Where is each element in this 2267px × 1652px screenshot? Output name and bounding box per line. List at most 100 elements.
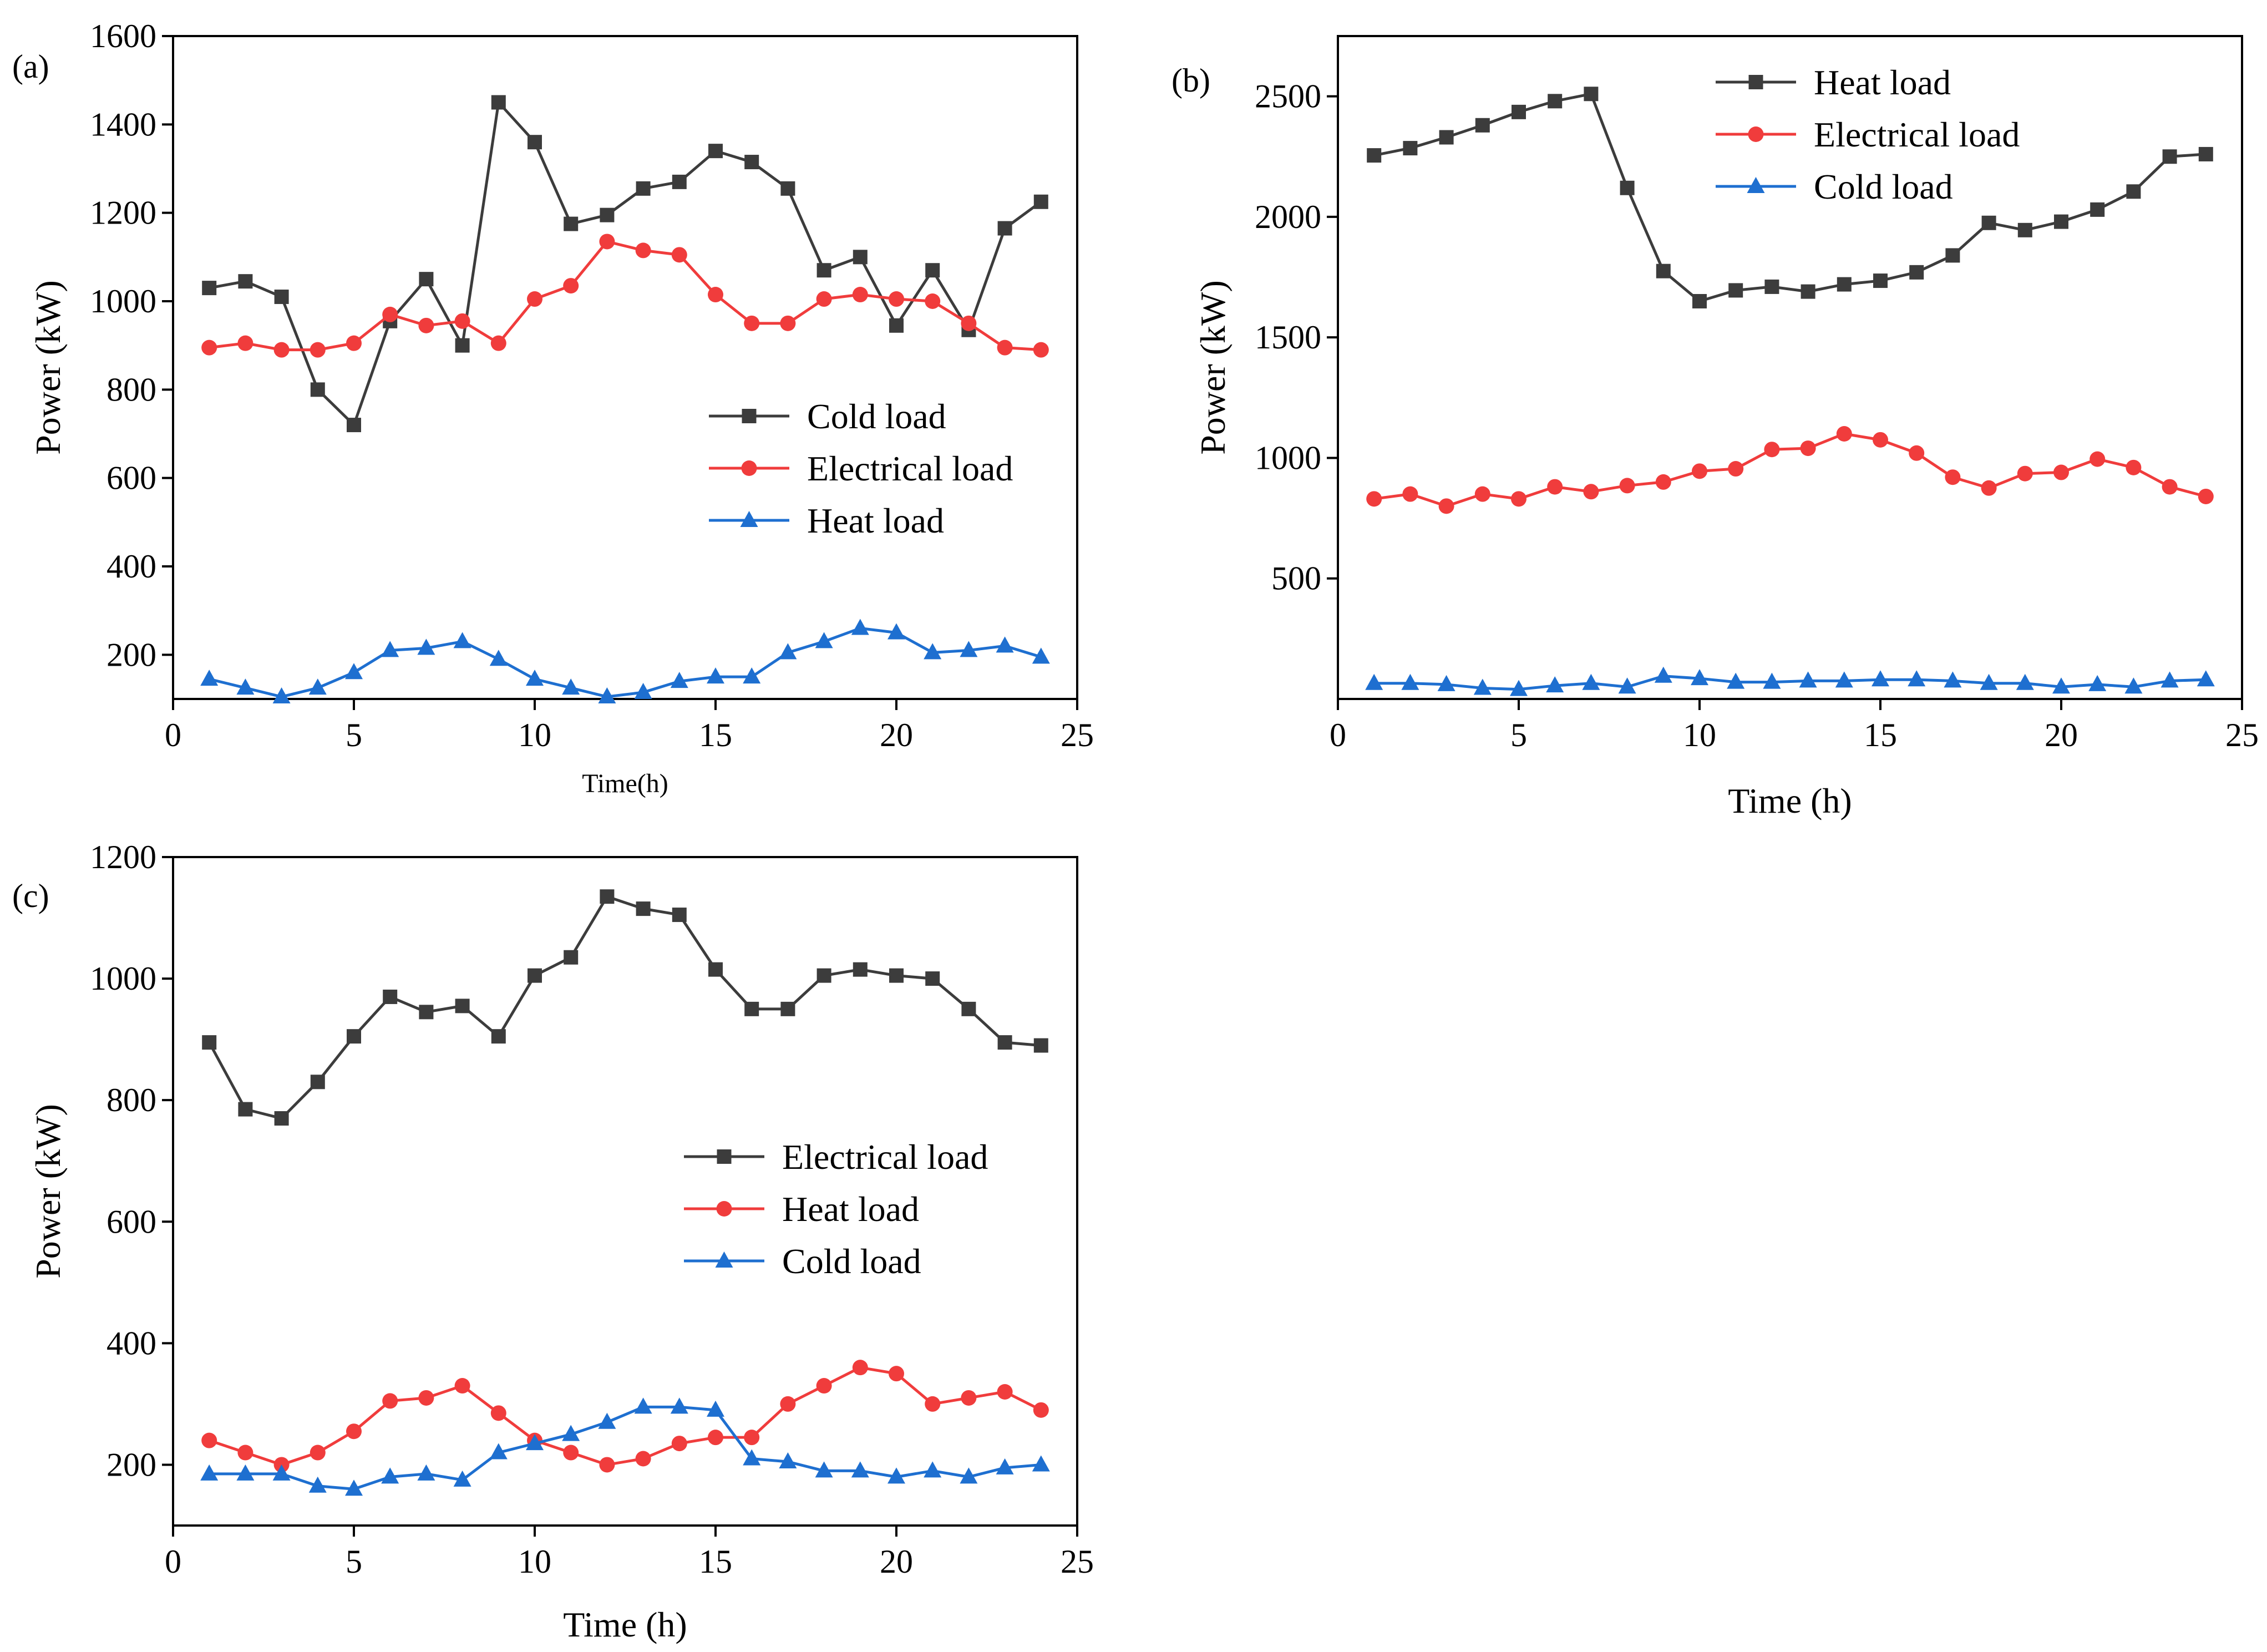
data-point (526, 1434, 544, 1451)
data-point (961, 315, 977, 331)
series-line (209, 627, 1042, 698)
data-point (925, 1396, 941, 1412)
data-point (454, 313, 470, 329)
data-point (455, 999, 470, 1014)
data-point (671, 247, 687, 263)
data-point (2053, 464, 2069, 480)
y-tick-label: 1000 (90, 283, 156, 320)
x-tick-label: 10 (518, 717, 551, 753)
data-point (564, 950, 579, 965)
data-point (2090, 451, 2106, 467)
series-line (1373, 432, 2207, 508)
data-point (1033, 1038, 1048, 1053)
data-point (490, 335, 506, 351)
series-cold-load (202, 95, 1048, 433)
data-point (1512, 104, 1526, 119)
data-point (2197, 670, 2215, 687)
data-point (1510, 680, 1528, 696)
legend-label: Electrical load (782, 1137, 988, 1177)
legend-marker (1747, 177, 1765, 193)
data-point (528, 968, 542, 983)
data-point (419, 272, 434, 287)
data-point (347, 418, 361, 433)
y-tick-label: 800 (106, 1082, 156, 1118)
data-point (2198, 146, 2213, 161)
legend-entry: Heat load (684, 1189, 919, 1229)
data-point (598, 1412, 616, 1429)
data-point (2124, 677, 2143, 694)
data-point (1438, 498, 1454, 514)
data-point (236, 1464, 255, 1481)
y-tick-label: 1200 (90, 839, 156, 875)
data-point (526, 670, 544, 686)
data-point (743, 667, 761, 684)
data-point (202, 281, 217, 296)
data-point (1437, 675, 1455, 691)
series-line (1373, 92, 2206, 303)
y-tick-label: 600 (106, 1203, 156, 1240)
data-point (419, 1005, 434, 1020)
series-electrical-load (1366, 426, 2214, 514)
data-point (1837, 277, 1852, 292)
legend-marker (740, 511, 758, 527)
data-point (236, 678, 255, 695)
data-point (2126, 184, 2141, 199)
panel-label: (a) (12, 48, 49, 85)
data-point (1475, 118, 1490, 133)
data-point (2126, 459, 2142, 475)
data-point (2090, 202, 2105, 217)
legend-label: Electrical load (1814, 115, 2020, 154)
legend-label: Electrical load (807, 449, 1013, 488)
data-point (200, 1464, 219, 1481)
chart-panel-3: 0 5 10 15 20 25 200 400 600 800 1000 1200 Time (h) Po… (12, 839, 1094, 1644)
data-point (527, 291, 542, 307)
data-point (671, 1436, 687, 1452)
legend-label: Cold load (782, 1241, 921, 1281)
legend-marker (742, 409, 757, 423)
data-point (382, 306, 398, 322)
data-point (635, 242, 651, 259)
legend-entry: Cold load (709, 397, 946, 436)
data-point (1583, 484, 1599, 500)
chart-panel-2: 0 5 10 15 20 25 500 1000 1500 2000 2500 Time (h) Pow… (1171, 35, 2259, 820)
data-point (779, 1452, 797, 1468)
data-point (780, 1001, 795, 1016)
data-point (672, 174, 687, 189)
data-point (708, 1430, 723, 1446)
data-point (1620, 180, 1635, 195)
data-point (1945, 469, 1961, 485)
x-axis-label: Time (h) (563, 1605, 687, 1644)
data-point (1473, 678, 1492, 695)
x-tick-label: 5 (346, 1543, 362, 1580)
data-point (851, 619, 869, 635)
data-point (1546, 676, 1564, 693)
data-point (1401, 673, 1419, 690)
data-point (1402, 486, 1418, 502)
legend-label: Heat load (807, 501, 944, 540)
data-point (889, 291, 904, 307)
data-point (1618, 677, 1636, 694)
data-point (1727, 672, 1745, 689)
x-tick-label: 20 (2045, 717, 2078, 753)
data-point (1801, 284, 1815, 299)
data-point (997, 339, 1013, 356)
x-tick-label: 10 (1683, 717, 1716, 753)
data-point (381, 641, 399, 657)
legend-marker (717, 1149, 732, 1164)
y-tick-label: 200 (106, 636, 156, 673)
data-point (528, 135, 542, 150)
data-point (2162, 479, 2178, 495)
data-point (1981, 215, 1996, 230)
series-cold-load (200, 1397, 1050, 1496)
data-point (237, 1445, 253, 1461)
data-point (238, 274, 253, 289)
data-point (780, 1396, 796, 1412)
data-point (1763, 672, 1781, 689)
series-line (208, 895, 1042, 1120)
data-point (1656, 263, 1671, 278)
y-tick-label: 400 (106, 548, 156, 585)
data-point (382, 1393, 398, 1409)
data-point (852, 1360, 868, 1376)
x-tick-label: 25 (2225, 717, 2259, 753)
